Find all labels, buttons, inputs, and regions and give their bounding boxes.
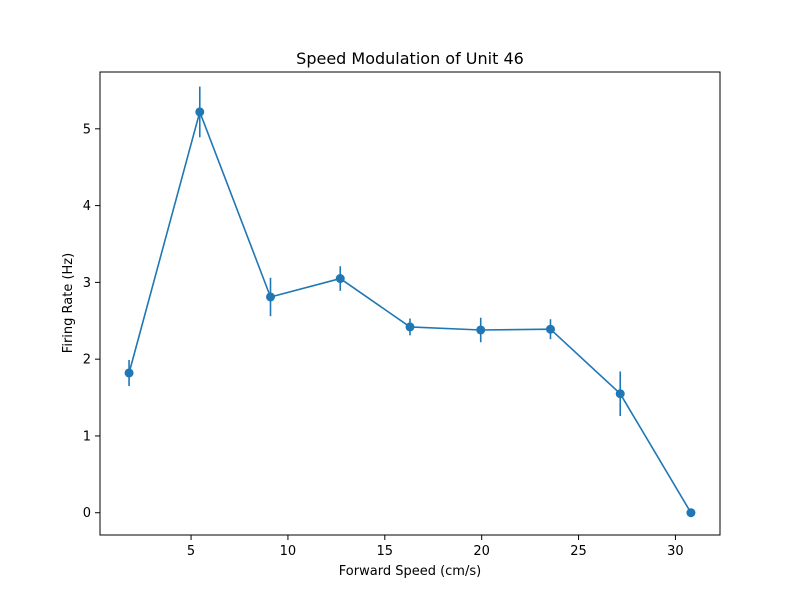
x-axis: 5 10 15 20 25 30 <box>187 535 684 559</box>
y-tick-label: 3 <box>83 276 91 291</box>
plot-area <box>99 71 721 536</box>
series-layer <box>124 86 696 518</box>
data-point <box>124 368 134 378</box>
y-axis: 0 1 2 3 4 5 <box>83 122 100 521</box>
x-tick-label: 25 <box>570 544 587 559</box>
data-point <box>476 325 486 335</box>
axes-frame <box>99 71 721 536</box>
chart-title: Speed Modulation of Unit 46 <box>296 49 524 68</box>
y-tick-label: 5 <box>83 122 91 137</box>
y-tick-label: 4 <box>83 199 91 214</box>
y-tick-label: 2 <box>83 353 91 368</box>
axes-background <box>100 72 720 535</box>
x-tick-label: 20 <box>473 544 490 559</box>
data-point <box>266 292 275 302</box>
y-axis-label: Firing Rate (Hz) <box>61 253 76 353</box>
y-tick-label: 0 <box>83 506 91 521</box>
data-point <box>615 389 625 399</box>
data-point <box>335 274 345 284</box>
x-tick-label: 5 <box>187 544 195 559</box>
x-tick-label: 15 <box>377 544 394 559</box>
x-axis-label: Forward Speed (cm/s) <box>339 564 481 579</box>
data-point <box>405 322 415 332</box>
data-point <box>195 107 205 117</box>
y-tick-label: 1 <box>83 429 91 444</box>
x-tick-label: 10 <box>280 544 297 559</box>
data-point <box>545 324 555 334</box>
x-tick-label: 30 <box>667 544 684 559</box>
data-point <box>686 508 696 518</box>
